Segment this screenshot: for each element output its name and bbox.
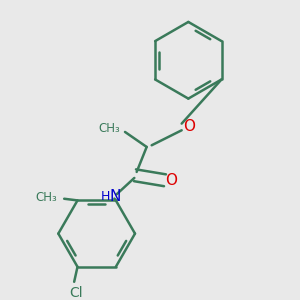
Text: O: O <box>183 119 195 134</box>
Text: Cl: Cl <box>69 286 82 300</box>
Text: O: O <box>165 173 177 188</box>
Text: H: H <box>100 190 110 203</box>
Text: N: N <box>110 189 122 204</box>
Text: CH₃: CH₃ <box>35 191 57 204</box>
Text: CH₃: CH₃ <box>98 122 120 135</box>
